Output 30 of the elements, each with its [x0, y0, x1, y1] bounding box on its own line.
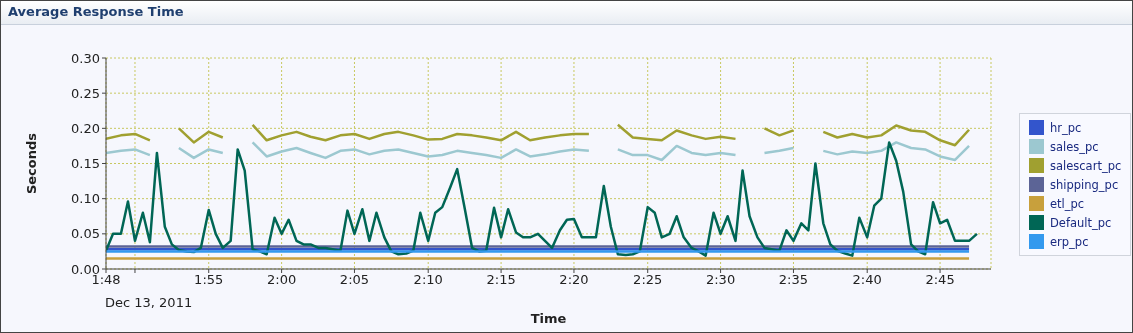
x-tick-label: 2:20	[559, 272, 589, 288]
legend-label: erp_pc	[1050, 234, 1089, 249]
x-axis-title: Time	[530, 311, 567, 326]
line-series	[106, 141, 979, 257]
x-tick-label: 2:30	[705, 272, 736, 288]
y-tick-label: 0.05	[71, 226, 100, 242]
x-tick-label: 2:00	[266, 272, 297, 288]
y-tick-label: 0.10	[71, 191, 100, 207]
text: Dec 13, 2011	[105, 295, 193, 310]
x-tick-label: 2:15	[486, 272, 516, 288]
legend-label: sales_pc	[1050, 139, 1099, 154]
x-tick-label: 2:05	[339, 272, 370, 288]
y-tick-label: 0.20	[71, 120, 100, 136]
y-tick-label: 0.30	[71, 50, 100, 66]
legend-label: etl_pc	[1050, 196, 1085, 211]
legend-label: salescart_pc	[1050, 158, 1122, 173]
legend-label: hr_pc	[1050, 120, 1082, 135]
y-tick-label: 0.15	[71, 156, 100, 172]
x-tick-label: 2:40	[852, 272, 882, 288]
x-tick-label: 1:55	[194, 272, 224, 288]
legend-label: Default_pc	[1050, 215, 1112, 230]
x-tick-label: 2:45	[925, 272, 955, 288]
chart-title: Average Response Time	[1, 1, 1132, 25]
y-axis-title: Seconds	[23, 132, 39, 195]
legend-label: shipping_pc	[1050, 177, 1119, 192]
x-tick-label: 2:35	[778, 272, 809, 288]
x-tick-label: 1:48	[91, 272, 121, 288]
x-tick-label: 2:25	[633, 272, 663, 288]
y-tick-label: 0.25	[71, 85, 100, 101]
x-tick-label: 2:10	[413, 272, 443, 288]
